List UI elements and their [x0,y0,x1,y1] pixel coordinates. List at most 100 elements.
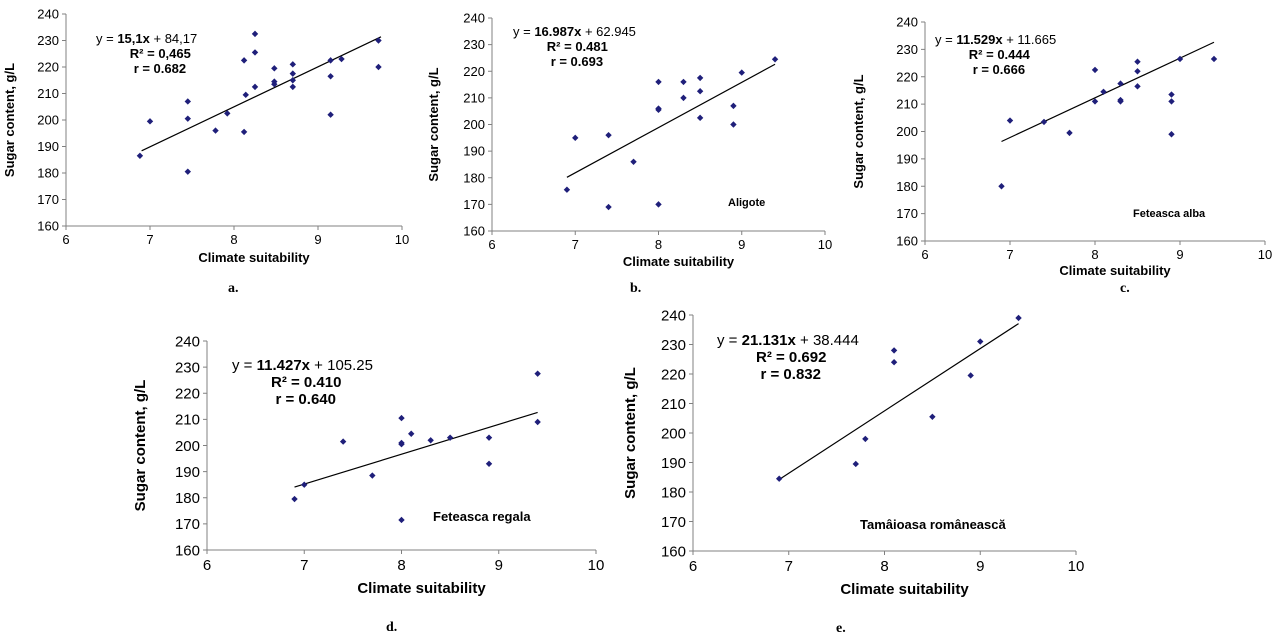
data-point [289,83,296,91]
r-squared-label: R² = 0,465 [130,46,191,61]
correlation-label: r = 0.666 [973,62,1025,77]
y-tick-label: 160 [661,543,686,560]
x-tick-label: 6 [689,558,697,575]
y-tick-label: 200 [175,438,200,455]
data-point [327,73,334,80]
y-tick-label: 240 [37,7,59,22]
y-tick-label: 160 [37,219,59,234]
x-axis-label: Climate suitability [1059,263,1171,278]
y-tick-label: 240 [175,333,200,350]
data-point [485,434,493,441]
data-point [398,414,405,422]
equation-intercept: + 84,17 [150,31,197,46]
y-tick-label: 160 [463,224,485,239]
y-tick-label: 180 [661,484,686,501]
equation-intercept: + 62.945 [581,24,636,39]
x-tick-label: 9 [495,557,503,574]
data-point [289,61,296,68]
x-tick-label: 10 [588,557,605,574]
equation-coefficient: 11.427x [257,357,311,374]
regression-equation: y = 21.131x + 38.444 [717,332,859,349]
data-point [338,55,345,63]
data-point [852,460,859,468]
y-tick-label: 210 [661,396,686,413]
data-point [655,78,662,86]
data-point [398,516,405,524]
data-point [184,168,191,175]
y-tick-label: 190 [37,139,59,154]
x-axis-label: Climate suitability [198,250,310,265]
data-point [327,111,334,118]
x-tick-label: 10 [1068,558,1085,575]
data-point [1100,88,1107,96]
y-tick-label: 240 [463,11,485,26]
equation-coefficient: 16.987x [534,24,582,39]
data-point [427,437,434,444]
x-tick-label: 8 [880,558,888,575]
y-tick-label: 160 [896,234,918,249]
trendline [141,36,382,152]
data-point [375,37,382,44]
equation-prefix: y = [96,31,117,46]
data-point [136,152,144,159]
data-point [240,57,248,64]
correlation-label: r = 0.640 [276,391,336,408]
y-tick-label: 160 [175,542,200,559]
data-point [563,186,571,193]
panel-letter-a: a. [228,281,239,296]
data-point [655,201,662,208]
panel-letter-e: e. [836,621,846,636]
data-point [240,128,248,136]
r-squared-label: R² = 0.410 [271,374,341,391]
x-tick-label: 10 [395,232,409,247]
equation-prefix: y = [935,32,956,47]
regression-equation: y = 16.987x + 62.945 [513,24,636,39]
panel-letter-b: b. [630,281,642,296]
correlation-label: r = 0.682 [134,61,186,76]
data-point [1134,58,1141,65]
data-point [680,78,687,86]
data-point [1091,66,1099,74]
data-point [271,81,278,88]
x-tick-label: 6 [921,247,928,262]
variety-label: Tamâioasa românească [860,517,1006,532]
data-point [184,98,191,105]
y-tick-label: 240 [896,15,918,30]
data-point [862,435,869,443]
chart-b: 160 170 180 190 200 210 220 230 240 6 7 8 9 10 Climate… [426,11,832,269]
data-point [605,203,612,211]
data-point [929,413,936,420]
trendline [294,411,538,488]
data-point [534,418,541,426]
data-point [369,472,376,479]
y-tick-label: 180 [463,170,485,185]
data-point [301,481,308,488]
equation-coefficient: 21.131x [742,332,797,349]
y-tick-label: 220 [463,64,485,79]
data-point [1066,129,1073,137]
data-point [771,56,779,63]
panel-letter-c: c. [1120,281,1130,296]
r-squared-label: R² = 0.444 [969,47,1031,62]
y-tick-label: 230 [896,42,918,57]
x-tick-label: 9 [738,237,745,252]
data-point [890,359,898,366]
data-point [696,114,704,122]
data-point [572,134,579,142]
equation-prefix: y = [232,357,257,374]
data-point [375,63,382,71]
data-point [1210,55,1218,63]
regression-equation: y = 11.529x + 11.665 [935,32,1056,47]
chart-d: 160 170 180 190 200 210 220 230 240 6 7 8 9 10 Climate… [132,333,605,597]
data-point [289,70,296,77]
x-tick-label: 10 [818,237,832,252]
r-squared-label: R² = 0.481 [547,39,608,54]
regression-equation: y = 15,1x + 84,17 [96,31,197,46]
data-point [212,127,219,134]
data-point [1040,118,1048,126]
equation-coefficient: 15,1x [117,31,150,46]
y-tick-label: 210 [463,90,485,105]
y-tick-label: 170 [661,514,686,531]
data-point [738,69,745,76]
y-tick-label: 200 [37,113,59,128]
